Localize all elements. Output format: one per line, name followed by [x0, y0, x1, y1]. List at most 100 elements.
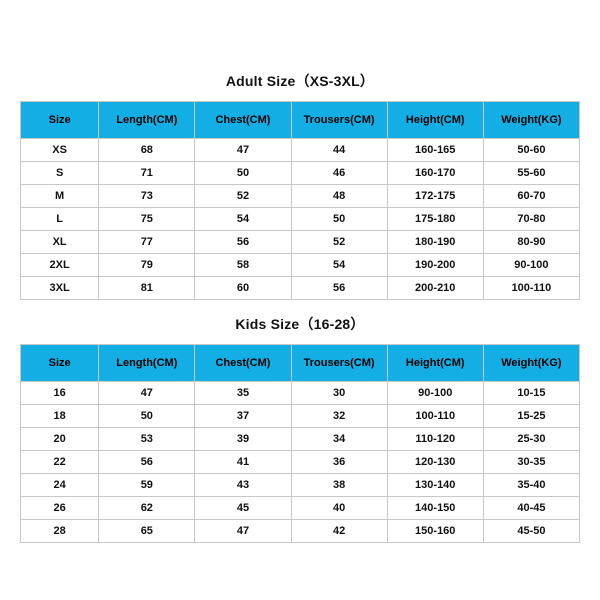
table-cell: XL: [21, 231, 99, 254]
table-cell: 50: [195, 162, 291, 185]
table-cell: 60-70: [483, 185, 579, 208]
adult-size-title: Adult Size（XS-3XL）: [20, 57, 580, 101]
table-cell: 16: [21, 382, 99, 405]
table-cell: 39: [195, 428, 291, 451]
table-cell: 55-60: [483, 162, 579, 185]
table-cell: 90-100: [387, 382, 483, 405]
table-cell: 24: [21, 474, 99, 497]
table-cell: 50-60: [483, 139, 579, 162]
kids-size-body: 1647353090-10010-1518503732100-11015-252…: [21, 382, 580, 543]
table-cell: 53: [99, 428, 195, 451]
table-cell: 52: [291, 231, 387, 254]
table-cell: 100-110: [387, 405, 483, 428]
table-cell: 26: [21, 497, 99, 520]
table-cell: 59: [99, 474, 195, 497]
table-cell: 140-150: [387, 497, 483, 520]
table-cell: 56: [195, 231, 291, 254]
table-cell: 28: [21, 520, 99, 543]
table-cell: 62: [99, 497, 195, 520]
table-header-row: Size Length(CM) Chest(CM) Trousers(CM) H…: [21, 345, 580, 382]
table-cell: 80-90: [483, 231, 579, 254]
adult-size-body: XS684744160-16550-60S715046160-17055-60M…: [21, 139, 580, 300]
table-row: 18503732100-11015-25: [21, 405, 580, 428]
table-cell: 65: [99, 520, 195, 543]
col-weight: Weight(KG): [483, 102, 579, 139]
table-cell: 175-180: [387, 208, 483, 231]
table-cell: 41: [195, 451, 291, 474]
table-cell: 190-200: [387, 254, 483, 277]
table-cell: 56: [291, 277, 387, 300]
table-row: XS684744160-16550-60: [21, 139, 580, 162]
col-height: Height(CM): [387, 345, 483, 382]
col-chest: Chest(CM): [195, 345, 291, 382]
table-cell: 40-45: [483, 497, 579, 520]
table-row: 3XL816056200-210100-110: [21, 277, 580, 300]
table-cell: 20: [21, 428, 99, 451]
col-weight: Weight(KG): [483, 345, 579, 382]
table-cell: 50: [291, 208, 387, 231]
table-cell: 79: [99, 254, 195, 277]
table-row: 2XL795854190-20090-100: [21, 254, 580, 277]
col-trousers: Trousers(CM): [291, 345, 387, 382]
table-cell: 46: [291, 162, 387, 185]
table-cell: 120-130: [387, 451, 483, 474]
table-cell: 110-120: [387, 428, 483, 451]
table-cell: 38: [291, 474, 387, 497]
table-cell: M: [21, 185, 99, 208]
table-cell: 172-175: [387, 185, 483, 208]
col-size: Size: [21, 345, 99, 382]
table-cell: 58: [195, 254, 291, 277]
table-row: 24594338130-14035-40: [21, 474, 580, 497]
table-cell: 47: [195, 139, 291, 162]
table-cell: XS: [21, 139, 99, 162]
col-length: Length(CM): [99, 102, 195, 139]
table-cell: 100-110: [483, 277, 579, 300]
table-row: M735248172-17560-70: [21, 185, 580, 208]
table-cell: 2XL: [21, 254, 99, 277]
table-cell: 10-15: [483, 382, 579, 405]
table-row: 20533934110-12025-30: [21, 428, 580, 451]
table-row: 26624540140-15040-45: [21, 497, 580, 520]
table-cell: 32: [291, 405, 387, 428]
table-cell: 3XL: [21, 277, 99, 300]
table-cell: 22: [21, 451, 99, 474]
table-cell: 68: [99, 139, 195, 162]
table-cell: 34: [291, 428, 387, 451]
col-chest: Chest(CM): [195, 102, 291, 139]
table-row: 1647353090-10010-15: [21, 382, 580, 405]
table-cell: 150-160: [387, 520, 483, 543]
table-row: L755450175-18070-80: [21, 208, 580, 231]
col-height: Height(CM): [387, 102, 483, 139]
table-cell: 77: [99, 231, 195, 254]
table-cell: 54: [291, 254, 387, 277]
table-cell: L: [21, 208, 99, 231]
table-cell: 36: [291, 451, 387, 474]
table-cell: 75: [99, 208, 195, 231]
table-cell: 18: [21, 405, 99, 428]
table-cell: 90-100: [483, 254, 579, 277]
table-cell: 56: [99, 451, 195, 474]
table-cell: 25-30: [483, 428, 579, 451]
col-trousers: Trousers(CM): [291, 102, 387, 139]
table-row: 28654742150-16045-50: [21, 520, 580, 543]
col-size: Size: [21, 102, 99, 139]
table-cell: 35: [195, 382, 291, 405]
table-cell: 200-210: [387, 277, 483, 300]
table-cell: 30: [291, 382, 387, 405]
table-cell: 50: [99, 405, 195, 428]
table-cell: 37: [195, 405, 291, 428]
table-row: S715046160-17055-60: [21, 162, 580, 185]
table-cell: 73: [99, 185, 195, 208]
table-cell: 81: [99, 277, 195, 300]
adult-size-table: Size Length(CM) Chest(CM) Trousers(CM) H…: [20, 101, 580, 300]
table-cell: 43: [195, 474, 291, 497]
table-cell: 160-165: [387, 139, 483, 162]
size-chart-wrap: Adult Size（XS-3XL） Size Length(CM) Chest…: [20, 57, 580, 543]
table-row: 22564136120-13030-35: [21, 451, 580, 474]
table-cell: 130-140: [387, 474, 483, 497]
table-cell: 40: [291, 497, 387, 520]
table-cell: 70-80: [483, 208, 579, 231]
table-header-row: Size Length(CM) Chest(CM) Trousers(CM) H…: [21, 102, 580, 139]
table-cell: 45-50: [483, 520, 579, 543]
table-cell: 48: [291, 185, 387, 208]
